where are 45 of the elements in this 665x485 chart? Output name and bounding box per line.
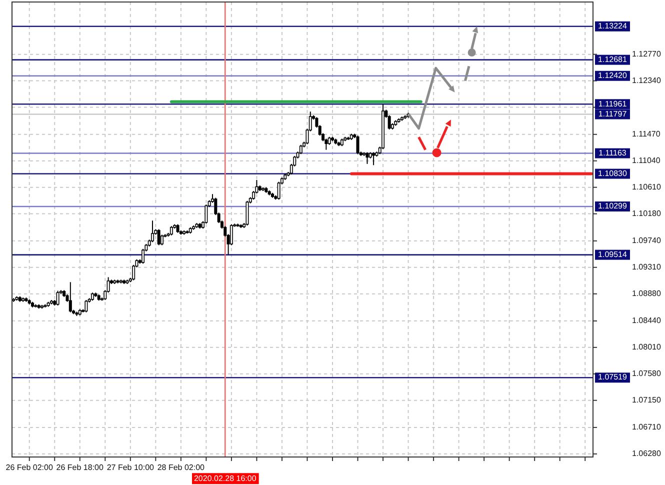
x-tick-label: 26 Feb 02:00 [6, 463, 54, 472]
y-tick-label: 1.11040 [632, 156, 661, 165]
candlestick [151, 220, 154, 243]
y-tick-label: 1.08010 [632, 342, 662, 352]
ref-line-label: 1.12681 [598, 54, 628, 64]
y-tick-label: 1.08440 [632, 316, 662, 326]
candlestick [84, 299, 88, 313]
candlestick [160, 234, 164, 246]
y-tick-label: 1.07580 [632, 368, 662, 378]
y-tick-label: 1.06280 [632, 449, 662, 458]
ref-line-label: 1.10299 [598, 202, 628, 211]
candlestick [299, 144, 302, 155]
candlestick [68, 282, 72, 313]
candlestick [56, 290, 60, 306]
candlestick [157, 228, 160, 246]
candlestick [204, 204, 208, 224]
candlestick [356, 135, 360, 155]
ref-line-label: 1.11961 [598, 99, 628, 108]
y-tick-label: 1.09740 [632, 236, 662, 245]
ref-line-label: 1.07519 [598, 372, 628, 382]
y-tick-label: 1.12770 [632, 49, 662, 58]
candlestick [277, 181, 280, 200]
candlestick [246, 200, 249, 226]
y-tick-label: 1.07150 [632, 395, 662, 404]
candlestick [170, 226, 173, 236]
y-tick-label: 1.11470 [632, 129, 661, 138]
y-tick-label: 1.08880 [632, 288, 662, 298]
ref-line-label: 1.11797 [598, 109, 628, 118]
candlestick [372, 152, 376, 166]
ref-line-label: 1.10830 [598, 168, 628, 178]
ref-line-label: 1.12420 [598, 70, 628, 80]
candlestick [142, 248, 145, 264]
x-tick-label: 26 Feb 18:00 [56, 463, 104, 472]
y-tick-label: 1.12340 [632, 76, 662, 85]
ref-line-label: 1.09514 [598, 250, 628, 259]
y-tick-label: 1.09310 [632, 262, 662, 272]
x-tick-label: 28 Feb 02:00 [157, 463, 206, 472]
y-tick-label: 1.06710 [632, 422, 662, 432]
ref-line-label: 1.13224 [598, 21, 628, 30]
x-tick-label: 2020.02.28 16:00 [194, 474, 257, 484]
y-tick-label: 1.10180 [632, 208, 662, 218]
y-tick-label: 1.10610 [632, 182, 662, 192]
x-tick-label: 27 Feb 10:00 [106, 463, 155, 472]
candlestick [366, 152, 369, 164]
ref-line-label: 1.11163 [598, 148, 627, 158]
